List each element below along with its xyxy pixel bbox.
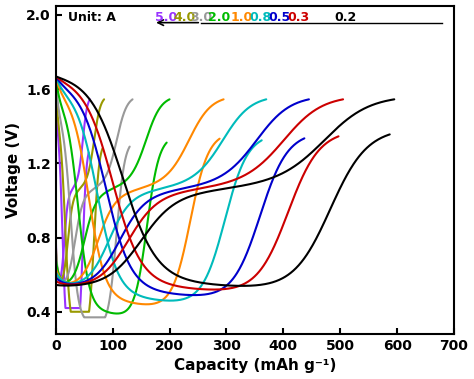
Text: 0.8: 0.8: [250, 11, 272, 23]
Text: 2.0: 2.0: [208, 11, 230, 23]
Text: 1.0: 1.0: [231, 11, 253, 23]
Text: 0.5: 0.5: [269, 11, 291, 23]
Text: 0.2: 0.2: [335, 11, 357, 23]
X-axis label: Capacity (mAh g⁻¹): Capacity (mAh g⁻¹): [173, 359, 336, 373]
Y-axis label: Voltage (V): Voltage (V): [6, 122, 20, 218]
Text: 0.3: 0.3: [288, 11, 310, 23]
Text: 3.0: 3.0: [191, 11, 212, 23]
Text: 5.0: 5.0: [155, 11, 178, 23]
Text: Unit: A: Unit: A: [68, 11, 116, 23]
Text: 4.0: 4.0: [173, 11, 195, 23]
